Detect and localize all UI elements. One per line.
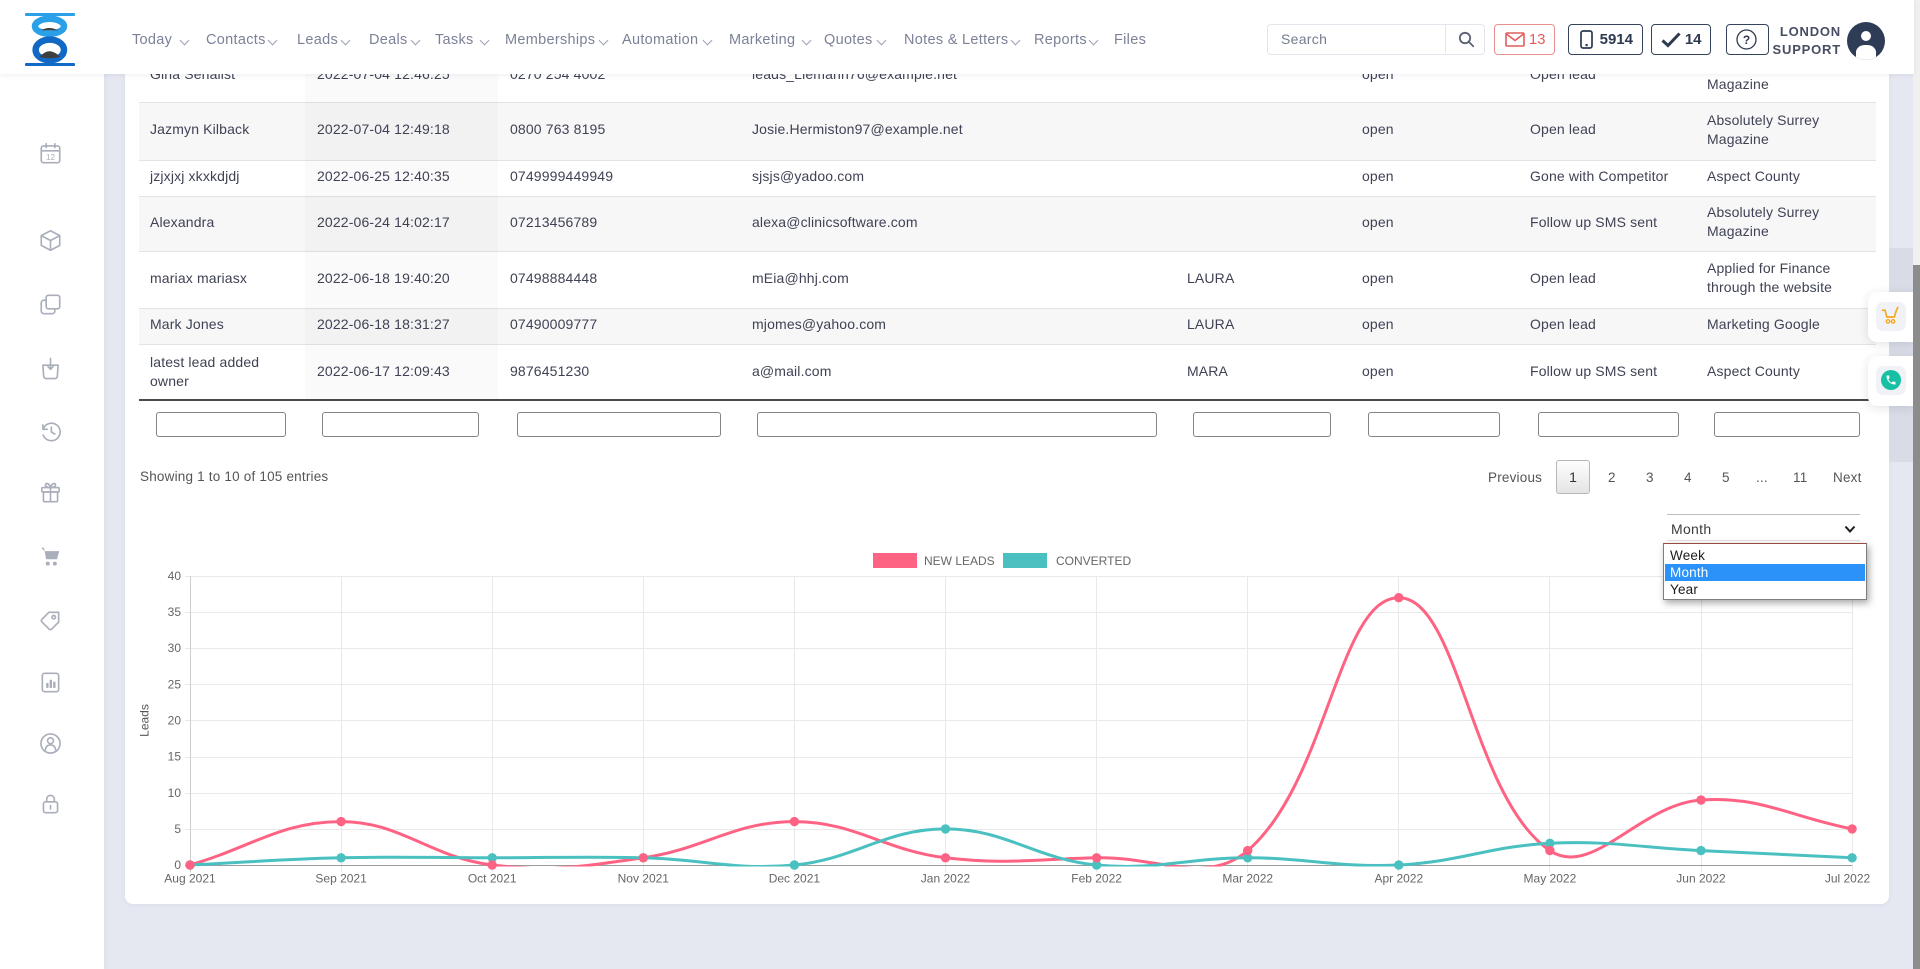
svg-text:Nov 2021: Nov 2021 (618, 872, 670, 886)
svg-text:35: 35 (168, 605, 182, 619)
svg-text:May 2022: May 2022 (1524, 872, 1577, 886)
svg-text:Aug 2021: Aug 2021 (164, 872, 216, 886)
svg-text:Jul 2022: Jul 2022 (1825, 872, 1871, 886)
svg-text:40: 40 (168, 569, 182, 583)
svg-text:?: ? (1743, 33, 1750, 47)
svg-text:NEW LEADS: NEW LEADS (924, 554, 995, 568)
svg-text:20: 20 (168, 714, 182, 728)
svg-text:Jun 2022: Jun 2022 (1676, 872, 1726, 886)
svg-text:0: 0 (174, 858, 181, 872)
svg-text:15: 15 (168, 750, 182, 764)
svg-text:30: 30 (168, 641, 182, 655)
svg-text:25: 25 (168, 677, 182, 691)
svg-text:Leads: Leads (139, 704, 152, 737)
svg-text:5: 5 (174, 822, 181, 836)
svg-text:Jan 2022: Jan 2022 (921, 872, 971, 886)
svg-text:CONVERTED: CONVERTED (1056, 554, 1131, 568)
svg-text:Dec 2021: Dec 2021 (769, 872, 821, 886)
svg-text:Mar 2022: Mar 2022 (1222, 872, 1273, 886)
svg-text:Sep 2021: Sep 2021 (315, 872, 367, 886)
svg-text:Oct 2021: Oct 2021 (468, 872, 517, 886)
svg-text:Apr 2022: Apr 2022 (1374, 872, 1423, 886)
svg-text:10: 10 (168, 786, 182, 800)
svg-text:12: 12 (46, 153, 56, 162)
svg-text:Feb 2022: Feb 2022 (1071, 872, 1122, 886)
